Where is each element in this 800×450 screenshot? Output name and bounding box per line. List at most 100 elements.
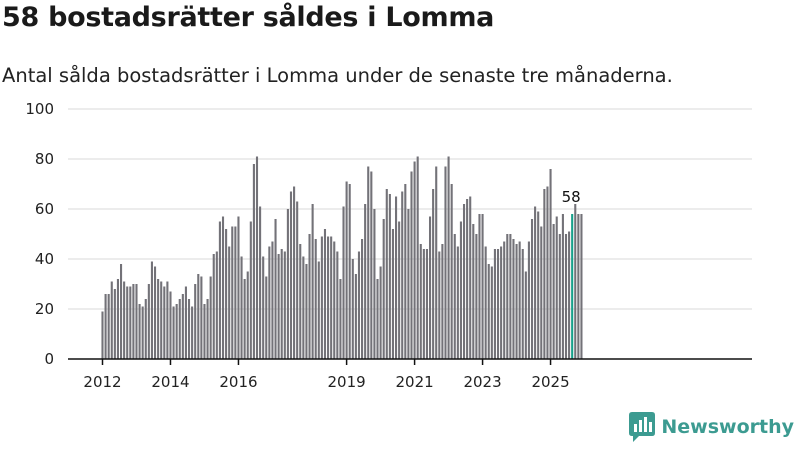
bar xyxy=(438,251,441,359)
bar xyxy=(469,196,472,359)
bar xyxy=(540,226,543,359)
bar-highlight xyxy=(571,214,574,359)
bar xyxy=(459,221,462,359)
bar xyxy=(379,266,382,359)
bar xyxy=(169,291,172,359)
bar xyxy=(456,246,459,359)
bar xyxy=(181,294,184,359)
bar xyxy=(274,219,277,359)
bar xyxy=(500,246,503,359)
bar xyxy=(311,204,314,359)
bar xyxy=(398,221,401,359)
bar xyxy=(187,299,191,359)
bar xyxy=(524,271,527,359)
bar xyxy=(153,266,157,359)
bar xyxy=(240,256,243,359)
bar xyxy=(218,221,221,359)
bar xyxy=(265,276,268,359)
bar xyxy=(407,209,410,359)
bar xyxy=(574,204,577,359)
gridlines xyxy=(68,108,752,310)
bar xyxy=(444,166,447,359)
bar xyxy=(308,234,311,359)
bar xyxy=(327,236,330,359)
bar xyxy=(453,234,456,359)
bar xyxy=(521,249,524,359)
bar xyxy=(373,209,376,359)
y-tick-label: 100 xyxy=(25,100,54,118)
bar xyxy=(259,206,262,359)
bar xyxy=(330,236,333,359)
bar xyxy=(388,194,391,359)
bar xyxy=(206,299,209,359)
bar xyxy=(212,254,215,359)
bar xyxy=(215,251,218,359)
labels: 0 20 40 60 80 100 2012 2014 2016 2019 2021 2023 2025… xyxy=(25,100,580,391)
bar xyxy=(302,256,305,359)
bar xyxy=(135,284,138,359)
bar xyxy=(441,244,444,359)
bar xyxy=(132,284,135,359)
bars xyxy=(101,156,583,359)
bar xyxy=(317,261,320,359)
bar xyxy=(296,201,299,359)
bar xyxy=(351,259,354,359)
bar xyxy=(157,279,160,359)
bar xyxy=(577,214,580,359)
y-tick-label: 40 xyxy=(35,250,54,268)
bar xyxy=(543,189,546,359)
bar xyxy=(299,244,302,359)
bar xyxy=(376,279,379,359)
bar xyxy=(515,244,518,359)
bar xyxy=(107,294,110,359)
bar xyxy=(200,276,203,359)
bar xyxy=(537,211,540,359)
bar xyxy=(231,226,234,359)
bar xyxy=(416,156,419,359)
bar xyxy=(549,169,552,359)
bar xyxy=(293,186,296,359)
bar xyxy=(305,264,308,359)
bar xyxy=(518,241,521,359)
bar xyxy=(512,239,515,359)
y-tick-label: 20 xyxy=(35,300,54,318)
chart-subtitle: Antal sålda bostadsrätter i Lomma under … xyxy=(2,64,673,87)
bar xyxy=(432,189,435,359)
bar xyxy=(144,299,147,359)
newsworthy-logo-text: Newsworthy xyxy=(661,416,794,438)
bar xyxy=(422,249,425,359)
x-tick-label: 2023 xyxy=(463,373,501,391)
bar xyxy=(472,224,475,359)
bar xyxy=(262,256,265,359)
bar xyxy=(104,294,107,359)
bar xyxy=(126,286,129,359)
bar xyxy=(419,244,422,359)
bar xyxy=(286,209,289,359)
bar xyxy=(555,216,558,359)
bar xyxy=(271,241,274,359)
bar xyxy=(385,189,388,359)
bar xyxy=(277,254,280,359)
bar xyxy=(345,181,348,359)
bar xyxy=(113,289,116,359)
bar xyxy=(225,229,228,359)
bar xyxy=(336,251,339,359)
bar xyxy=(503,241,506,359)
bar xyxy=(234,226,237,359)
bar xyxy=(506,234,509,359)
bar xyxy=(401,191,404,359)
bar xyxy=(194,284,197,359)
bar xyxy=(116,279,119,359)
bar xyxy=(530,219,534,359)
bar xyxy=(484,246,487,359)
bar xyxy=(166,281,169,359)
bar xyxy=(496,249,500,359)
bar xyxy=(357,251,361,359)
bar xyxy=(534,206,537,359)
bar xyxy=(364,204,367,359)
bar xyxy=(283,251,286,359)
bar xyxy=(110,281,113,359)
bar xyxy=(558,234,561,359)
y-tick-label: 80 xyxy=(35,150,54,168)
